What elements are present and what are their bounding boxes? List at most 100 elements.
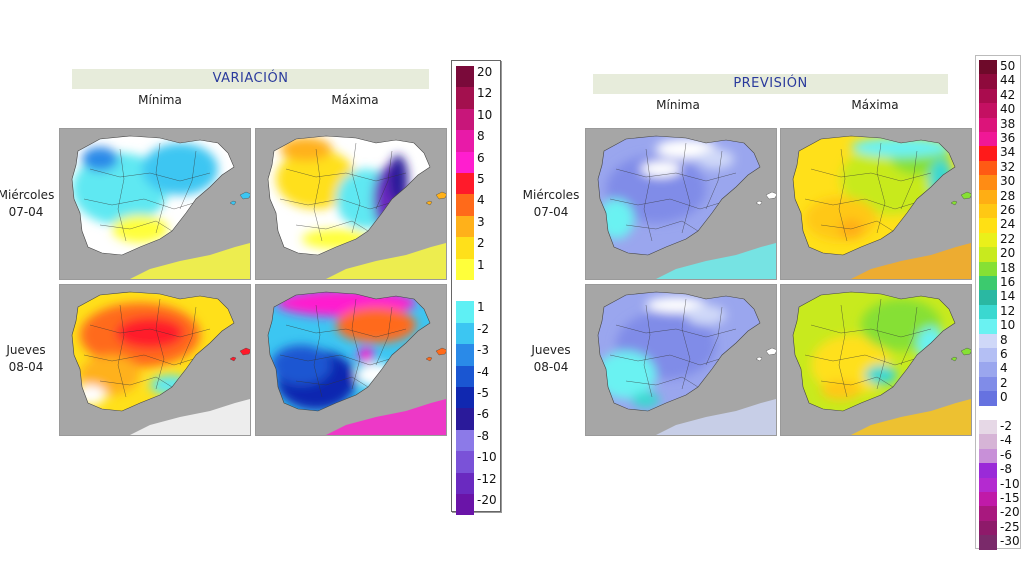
legend-label: 10	[1000, 318, 1016, 333]
legend-swatch	[979, 160, 997, 176]
legend-label: 3	[477, 214, 485, 229]
variacion-row2-label: Jueves 08-04	[0, 342, 64, 376]
legend-label: 38	[1000, 116, 1016, 131]
legend-label: 20	[477, 65, 493, 79]
legend-label: 20	[1000, 246, 1016, 261]
legend-label: -20	[1000, 505, 1020, 520]
legend-swatch	[456, 151, 474, 173]
row-day: Miércoles	[522, 188, 580, 202]
map-variacion-maxima-miercoles	[255, 128, 447, 280]
prevision-col-maxima: Máxima	[851, 98, 899, 112]
legend-label: -10	[1000, 476, 1020, 491]
legend-label: 30	[1000, 174, 1016, 189]
legend-swatch	[456, 451, 474, 473]
legend-label: 24	[1000, 217, 1016, 232]
legend-swatch	[979, 60, 997, 75]
legend-label: 1	[477, 300, 485, 315]
legend-swatch	[456, 322, 474, 345]
variacion-col-minima: Mínima	[138, 93, 182, 107]
row-date: 07-04	[533, 205, 569, 219]
row-date: 07-04	[8, 205, 44, 219]
map-variacion-minima-miercoles	[59, 128, 251, 280]
legend-swatch	[979, 218, 997, 233]
map-prevision-maxima-jueves	[780, 284, 972, 436]
legend-swatch	[456, 237, 474, 259]
legend-swatch	[979, 175, 997, 190]
legend-label: 6	[1000, 347, 1008, 361]
legend-label: -4	[477, 364, 489, 379]
legend-label: -30	[1000, 534, 1020, 549]
prevision-title: PREVISIÓN	[593, 74, 948, 94]
legend-label: -5	[477, 386, 489, 400]
legend-swatch	[456, 280, 474, 302]
legend-label: 6	[477, 150, 485, 165]
legend-swatch	[456, 494, 474, 516]
legend-label: 2	[477, 236, 485, 251]
legend-label: 5	[477, 172, 485, 186]
legend-label: -6	[477, 407, 489, 422]
legend-swatch	[456, 130, 474, 152]
legend-swatch	[979, 88, 997, 104]
legend-label: 4	[1000, 361, 1008, 376]
legend-label: -10	[477, 450, 497, 465]
prevision-legend-frame	[975, 55, 1021, 549]
legend-swatch	[979, 146, 997, 161]
legend-swatch	[456, 387, 474, 409]
map-variacion-maxima-jueves	[255, 284, 447, 436]
legend-swatch	[456, 472, 474, 494]
legend-swatch	[979, 103, 997, 118]
legend-swatch	[456, 87, 474, 109]
legend-swatch	[979, 535, 997, 550]
legend-label: 1	[477, 257, 485, 272]
legend-label: 8	[1000, 332, 1008, 347]
legend-label: 40	[1000, 102, 1016, 117]
legend-label: -6	[1000, 447, 1012, 462]
legend-label: -4	[1000, 433, 1012, 448]
legend-swatch	[979, 132, 997, 147]
legend-swatch	[979, 506, 997, 521]
legend-swatch	[979, 520, 997, 536]
legend-label: 10	[477, 107, 493, 122]
variacion-col-maxima: Máxima	[331, 93, 379, 107]
legend-swatch	[979, 247, 997, 262]
legend-label: 16	[1000, 275, 1016, 289]
legend-label: 26	[1000, 203, 1016, 217]
map-prevision-minima-jueves	[585, 284, 777, 436]
legend-swatch	[979, 391, 997, 406]
legend-label: 50	[1000, 59, 1016, 73]
legend-swatch	[979, 492, 997, 507]
legend-label: -3	[477, 343, 489, 358]
legend-swatch	[979, 376, 997, 392]
row-day: Jueves	[531, 343, 571, 357]
legend-label: 12	[477, 86, 493, 101]
legend-swatch	[979, 333, 997, 348]
legend-label: -8	[477, 428, 489, 443]
legend-swatch	[979, 319, 997, 334]
legend-swatch	[456, 173, 474, 195]
legend-swatch	[979, 232, 997, 248]
legend-label: -15	[1000, 491, 1020, 505]
legend-label: 42	[1000, 87, 1016, 102]
legend-swatch	[456, 108, 474, 131]
legend-swatch	[979, 261, 997, 276]
legend-label: -8	[1000, 462, 1012, 477]
legend-swatch	[979, 290, 997, 305]
legend-label: 36	[1000, 131, 1016, 145]
legend-label: 2	[1000, 375, 1008, 390]
legend-swatch	[979, 448, 997, 464]
variacion-row1-label: Miércoles 07-04	[0, 187, 64, 221]
legend-swatch	[979, 74, 997, 89]
legend-label: -2	[1000, 419, 1012, 433]
row-date: 08-04	[8, 360, 44, 374]
legend-swatch	[979, 117, 997, 132]
legend-swatch	[979, 304, 997, 320]
prevision-row2-label: Jueves 08-04	[513, 342, 589, 376]
legend-swatch	[979, 276, 997, 291]
legend-swatch	[456, 301, 474, 323]
row-day: Jueves	[6, 343, 46, 357]
legend-label: -2	[477, 321, 489, 336]
legend-swatch	[456, 194, 474, 216]
legend-swatch	[456, 429, 474, 452]
legend-label: -12	[477, 471, 497, 486]
legend-swatch	[979, 463, 997, 478]
